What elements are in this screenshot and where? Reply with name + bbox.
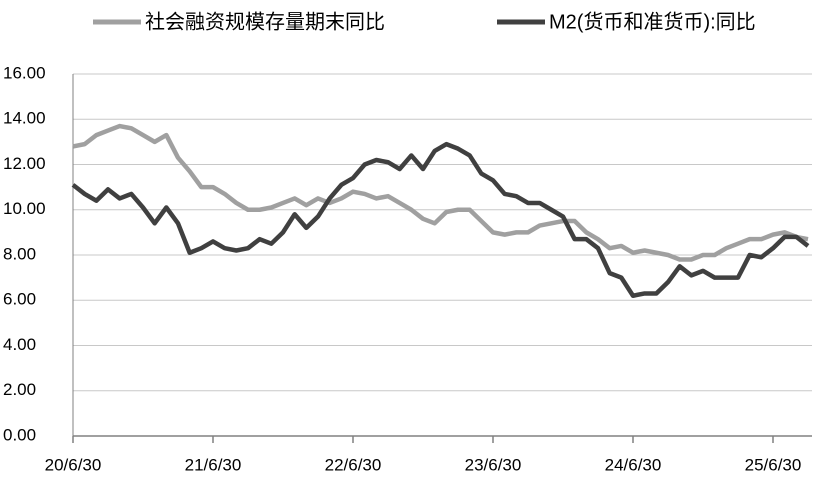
y-tick-label: 16.00 [3,63,46,82]
x-tick-label: 20/6/30 [45,455,102,474]
x-tick-label: 24/6/30 [605,455,662,474]
y-tick-label: 2.00 [3,380,36,399]
x-tick-label: 23/6/30 [465,455,522,474]
y-tick-label: 10.00 [3,199,46,218]
y-tick-label: 0.00 [3,425,36,444]
x-tick-label: 22/6/30 [325,455,382,474]
x-tick-label: 21/6/30 [185,455,242,474]
y-tick-label: 4.00 [3,335,36,354]
legend-label: M2(货币和准货币):同比 [549,10,756,33]
y-tick-label: 8.00 [3,244,36,263]
y-tick-label: 6.00 [3,290,36,309]
legend-label: 社会融资规模存量期末同比 [145,10,385,33]
series-line [71,141,810,298]
x-tick-label: 25/6/30 [745,455,802,474]
y-tick-label: 12.00 [3,154,46,173]
y-tick-label: 14.00 [3,109,46,128]
series-line [72,123,809,262]
